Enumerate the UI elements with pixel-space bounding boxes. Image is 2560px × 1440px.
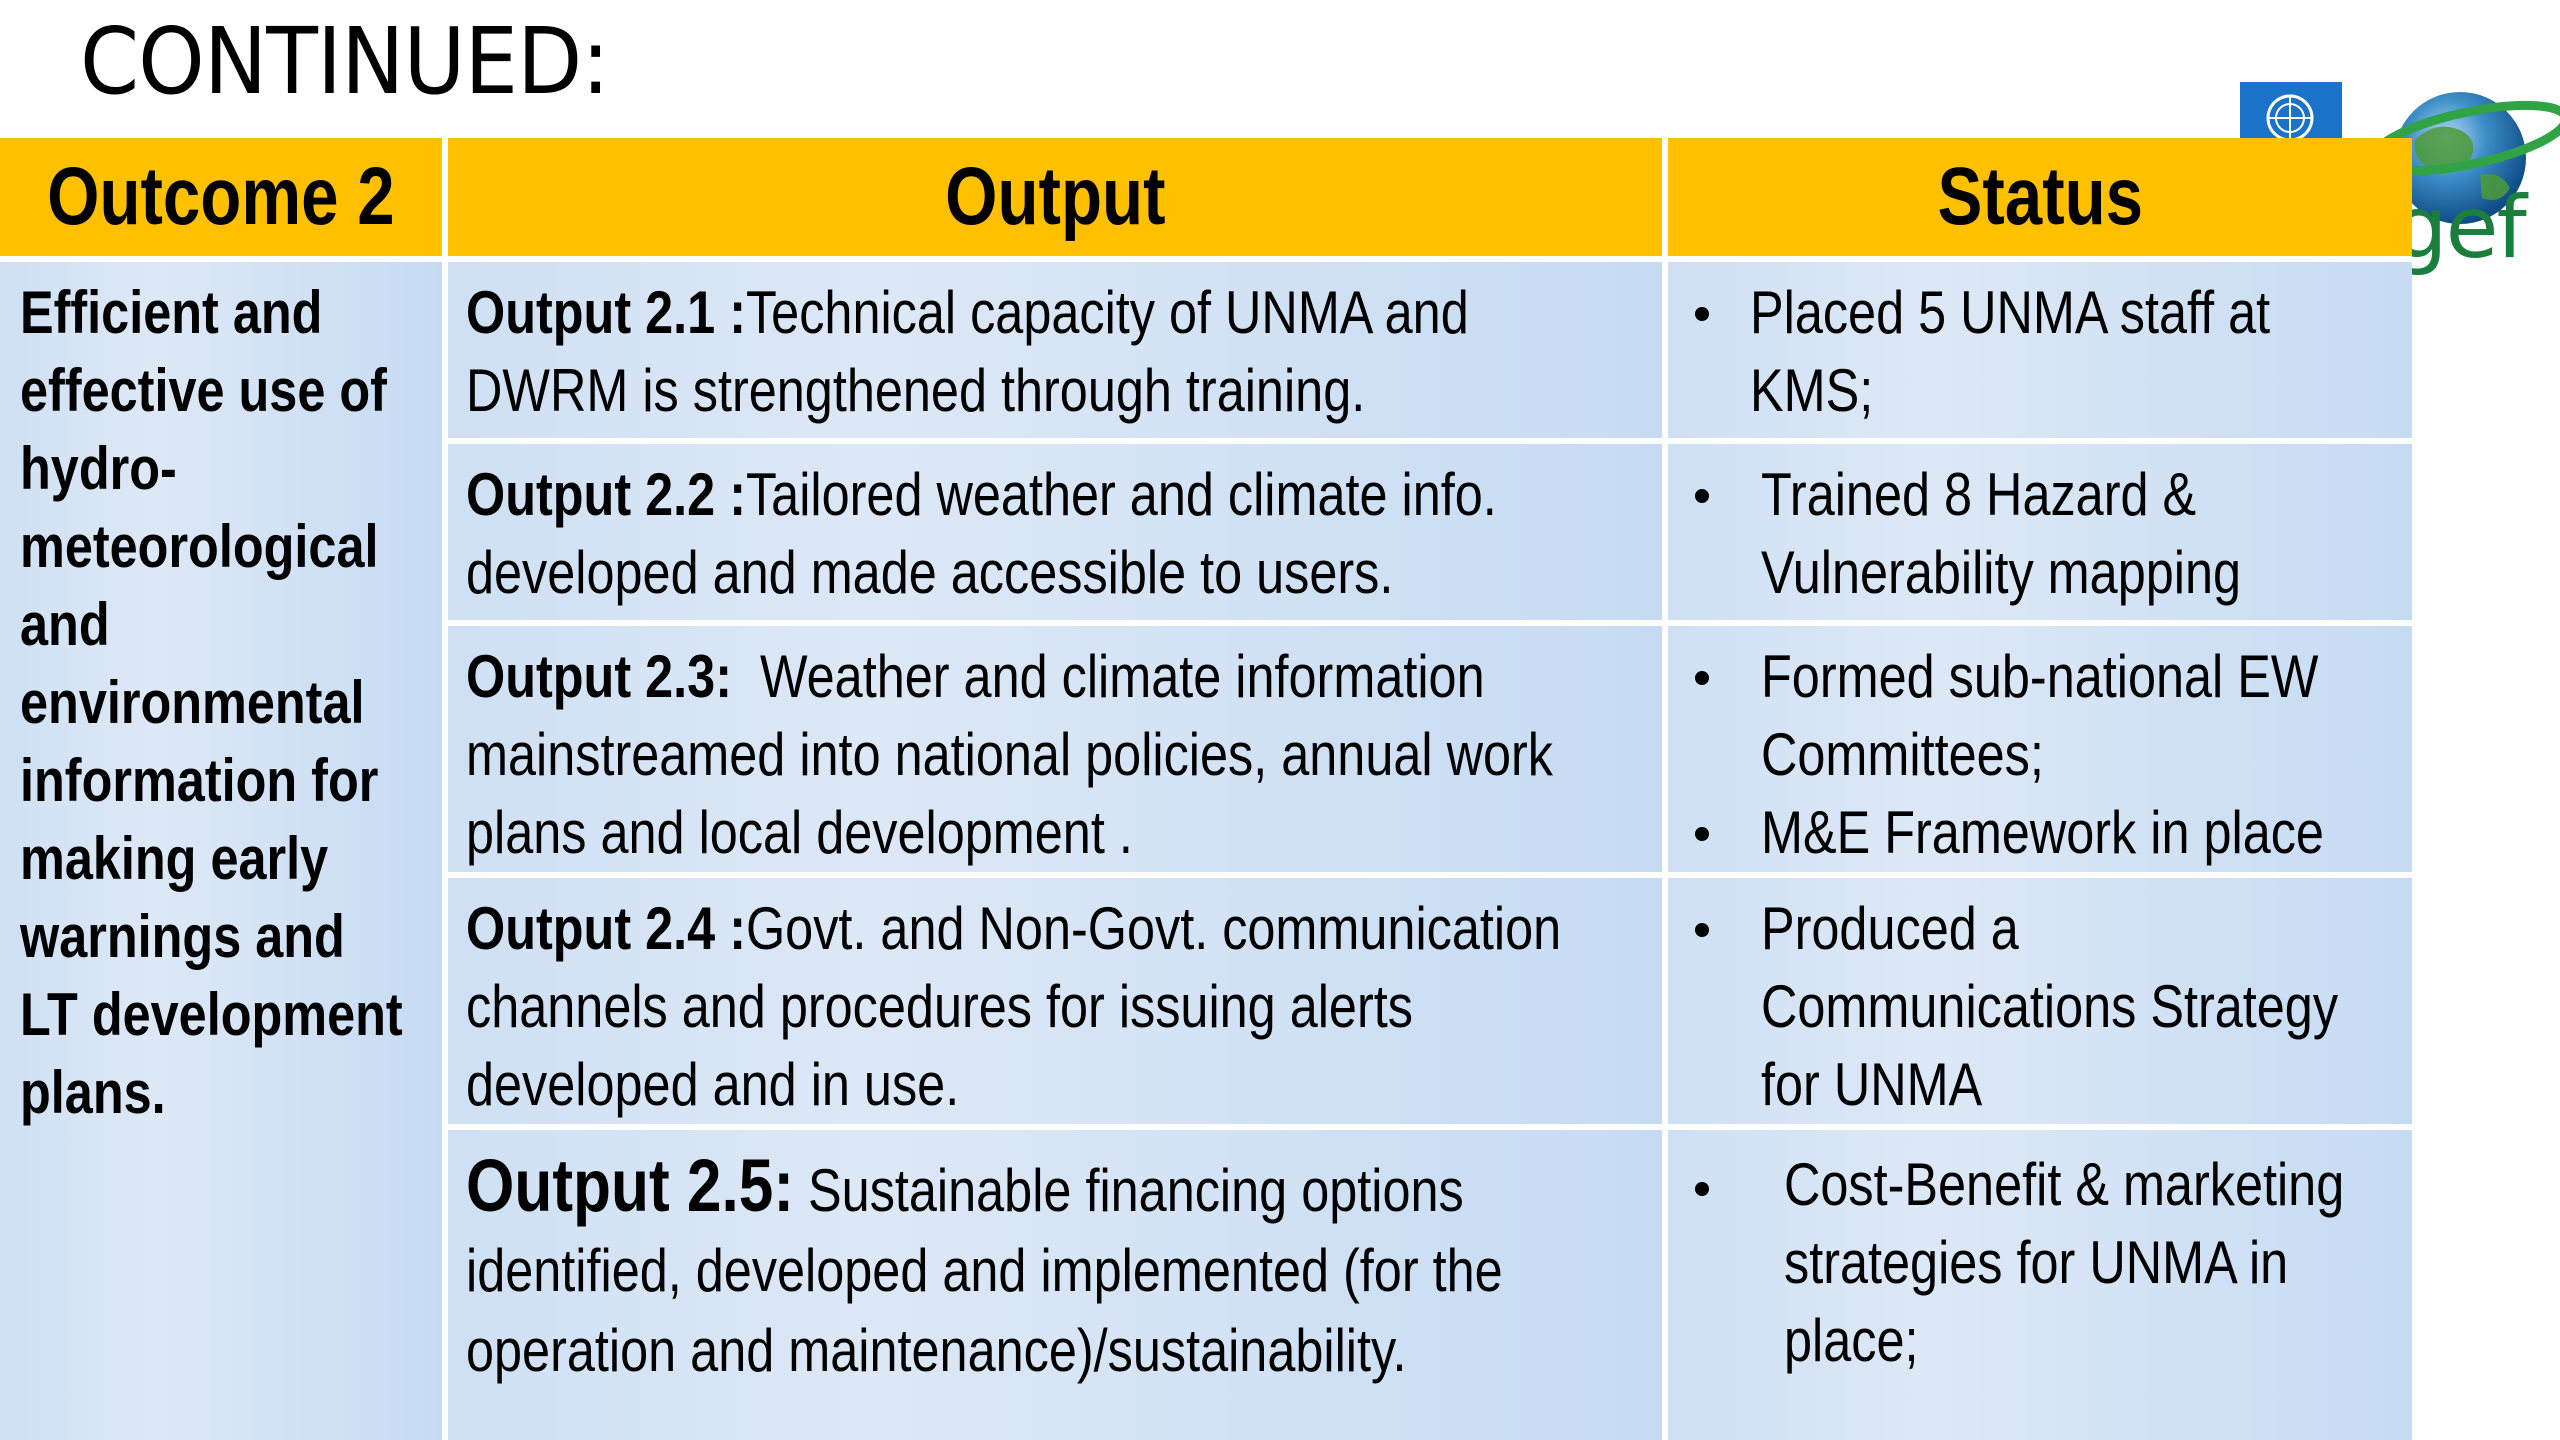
header-output: Output (448, 138, 1662, 256)
bullet-icon (1695, 307, 1709, 321)
bullet-icon (1695, 489, 1709, 503)
status-cell-2-3: Formed sub-national EW Committees; M&E F… (1668, 626, 2412, 872)
output-cell-2-1: Output 2.1 :Technical capacity of UNMA a… (448, 262, 1662, 438)
gef-logo-text: gef (2393, 178, 2527, 278)
status-2-4-text: Produced a Communications Strategy for U… (1761, 895, 2339, 1118)
status-2-5-text: Cost-Benefit & marketing strategies for … (1784, 1151, 2345, 1374)
header-status: Status (1668, 138, 2412, 256)
output-2-4-text: Output 2.4 :Govt. and Non-Govt. communic… (466, 895, 1562, 1118)
bullet-icon (1695, 1182, 1709, 1196)
output-2-3-text: Output 2.3: Weather and climate informat… (466, 643, 1553, 866)
output-cell-2-4: Output 2.4 :Govt. and Non-Govt. communic… (448, 878, 1662, 1124)
status-2-1-text: Placed 5 UNMA staff at KMS; (1750, 279, 2271, 424)
bullet-icon (1695, 827, 1709, 841)
status-cell-2-5: Cost-Benefit & marketing strategies for … (1668, 1130, 2412, 1440)
header-outcome: Outcome 2 (0, 138, 442, 256)
output-cell-2-3: Output 2.3: Weather and climate informat… (448, 626, 1662, 872)
output-cell-2-5: Output 2.5: Sustainable financing option… (448, 1130, 1662, 1440)
status-cell-2-4: Produced a Communications Strategy for U… (1668, 878, 2412, 1124)
slide-title: CONTINUED: (80, 8, 610, 115)
bullet-icon (1695, 671, 1709, 685)
outcome-description: Efficient and effective use of hydro- me… (20, 279, 403, 1126)
status-2-3-text: Formed sub-national EW Committees; M&E F… (1761, 643, 2324, 866)
bullet-icon (1695, 923, 1709, 937)
output-2-2-text: Output 2.2 :Tailored weather and climate… (466, 461, 1497, 606)
status-cell-2-1: Placed 5 UNMA staff at KMS; (1668, 262, 2412, 438)
status-2-2-text: Trained 8 Hazard & Vulnerability mapping (1761, 461, 2242, 606)
output-2-1-text: Output 2.1 :Technical capacity of UNMA a… (466, 279, 1469, 424)
output-cell-2-2: Output 2.2 :Tailored weather and climate… (448, 444, 1662, 620)
output-2-5-text: Output 2.5: Sustainable financing option… (466, 1144, 1503, 1385)
outcome-table: Outcome 2 Output Status Efficient and ef… (0, 138, 2412, 1440)
un-logo (2240, 82, 2342, 146)
outcome-cell: Efficient and effective use of hydro- me… (0, 262, 442, 1440)
status-cell-2-2: Trained 8 Hazard & Vulnerability mapping (1668, 444, 2412, 620)
